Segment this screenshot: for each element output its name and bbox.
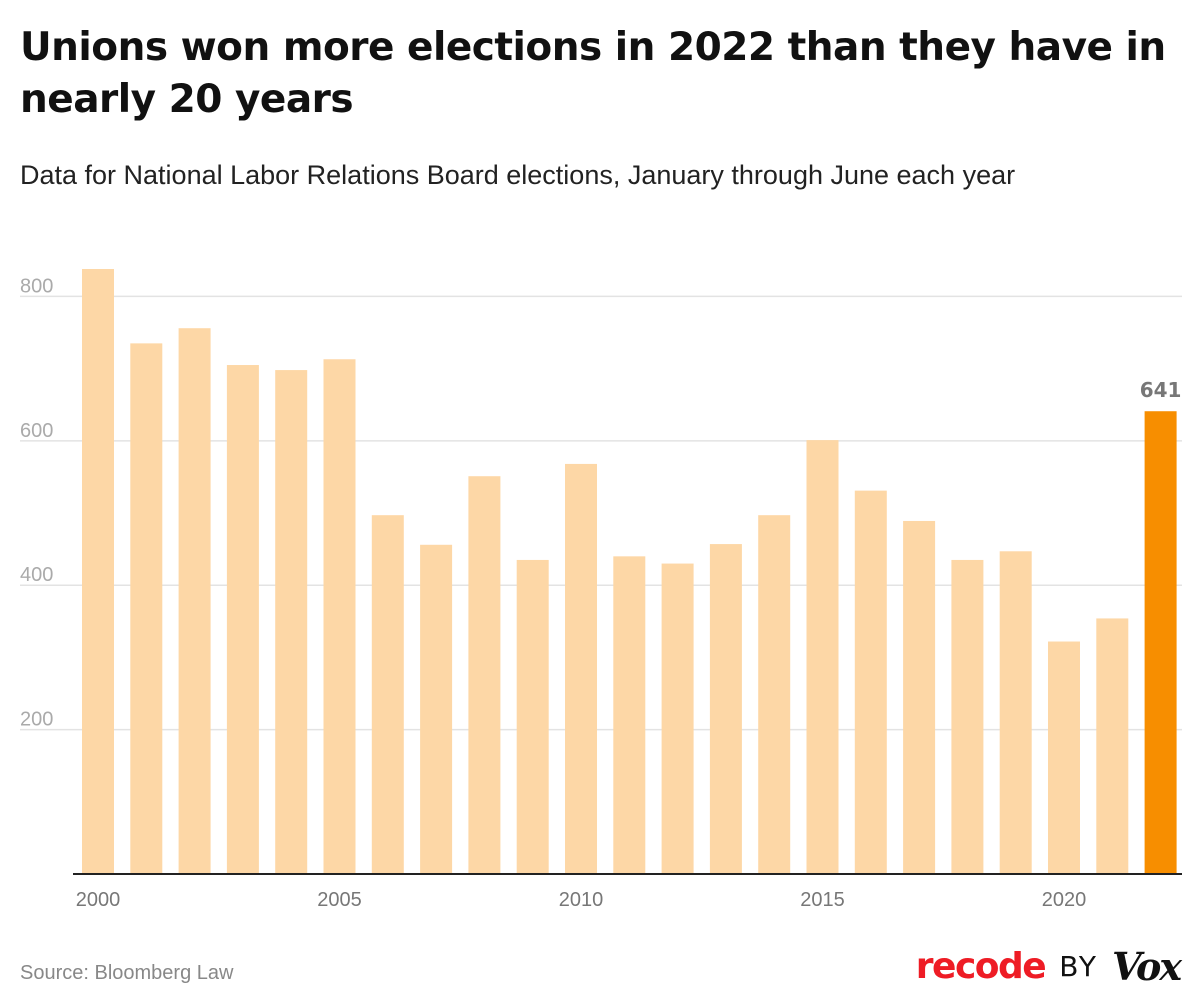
y-tick-label: 600 bbox=[20, 420, 53, 442]
x-tick-label: 2015 bbox=[800, 889, 845, 911]
bar-2017 bbox=[903, 520, 936, 874]
x-tick-label: 2000 bbox=[76, 889, 121, 911]
bar-2022 bbox=[1144, 411, 1177, 874]
x-tick-label: 2020 bbox=[1042, 889, 1087, 911]
y-tick-label: 200 bbox=[20, 709, 53, 731]
bar-2010 bbox=[565, 463, 597, 874]
bar-2011 bbox=[613, 556, 646, 874]
x-tick-label: 2005 bbox=[317, 889, 362, 911]
bar-2005 bbox=[323, 359, 356, 874]
bar-2016 bbox=[854, 490, 887, 874]
bar-chart: 200 400 600 800 641 2000 2005 2010 2015 2020 bbox=[20, 269, 1182, 911]
tick-labels: 200 400 600 800 641 2000 2005 2010 2015 2020 bbox=[20, 275, 1181, 911]
brand-by-text: BY bbox=[1059, 950, 1098, 983]
bar-2021 bbox=[1096, 618, 1129, 874]
chart-title: Unions won more elections in 2022 than t… bbox=[20, 25, 1166, 122]
bar-2003 bbox=[226, 365, 259, 874]
bar-2009 bbox=[516, 559, 549, 874]
vox-logo: Vox bbox=[1112, 944, 1182, 989]
bar-2018 bbox=[951, 559, 984, 874]
bar-2004 bbox=[275, 370, 308, 874]
brand-logo: recode BY Vox bbox=[915, 944, 1182, 989]
bars bbox=[82, 269, 1177, 875]
bar-2001 bbox=[130, 343, 163, 874]
bar-2019 bbox=[999, 551, 1032, 874]
y-tick-label: 400 bbox=[20, 564, 53, 586]
bar-2006 bbox=[371, 515, 404, 874]
bar-2000 bbox=[82, 269, 114, 874]
bar-2020 bbox=[1048, 641, 1080, 874]
bar-2013 bbox=[709, 544, 742, 874]
bar-2007 bbox=[420, 544, 453, 874]
bar-2002 bbox=[178, 328, 211, 875]
bar-2014 bbox=[758, 515, 791, 874]
source-note: Source: Bloomberg Law bbox=[20, 962, 234, 984]
bar-2008 bbox=[468, 476, 501, 874]
y-tick-label: 800 bbox=[20, 275, 53, 297]
recode-logo: recode bbox=[915, 946, 1047, 987]
x-tick-label: 2010 bbox=[559, 889, 604, 911]
bar-2012 bbox=[661, 563, 694, 874]
bar-2015 bbox=[806, 440, 839, 874]
gridlines bbox=[20, 295, 1182, 731]
data-label-2022: 641 bbox=[1140, 378, 1182, 402]
chart-subtitle: Data for National Labor Relations Board … bbox=[20, 160, 1016, 190]
